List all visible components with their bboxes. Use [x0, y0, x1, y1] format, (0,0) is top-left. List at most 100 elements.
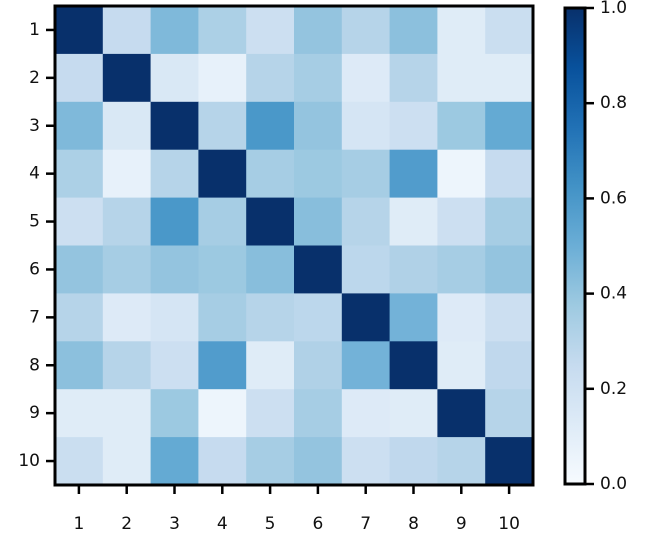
heatmap-cell [55, 293, 104, 342]
x-tick-label: 7 [360, 514, 371, 534]
heatmap-cell [55, 149, 104, 199]
heatmap-cell [55, 53, 104, 103]
heatmap-cell [246, 149, 295, 199]
heatmap-cell [485, 245, 534, 294]
heatmap-cell [55, 6, 104, 55]
heatmap-cell [485, 389, 534, 438]
heatmap-cell [437, 437, 486, 486]
y-tick-label: 4 [29, 164, 40, 184]
heatmap-cell [102, 389, 152, 438]
heatmap-cell [198, 197, 247, 246]
heatmap-cell [341, 6, 391, 55]
heatmap-cell [341, 437, 391, 486]
colorbar-tick-label: 0.4 [600, 284, 627, 304]
heatmap-cell [294, 101, 343, 151]
heatmap-cell [341, 245, 391, 294]
heatmap-cell [150, 389, 199, 438]
colorbar-tick-label: 0.8 [600, 93, 627, 113]
plot-frame [53, 4, 535, 487]
heatmap-cell [485, 293, 534, 342]
heatmap-cell [198, 149, 247, 199]
y-tick-label: 1 [29, 20, 40, 40]
heatmap-cell [198, 101, 247, 151]
heatmap-cell [102, 293, 152, 342]
heatmap-cell [485, 341, 534, 390]
heatmap-cell [198, 6, 247, 55]
heatmap-cell [389, 245, 438, 294]
colorbar-tick-label: 0.0 [600, 474, 627, 494]
heatmap-cell [437, 245, 486, 294]
heatmap-cell [341, 389, 391, 438]
x-tick-label: 2 [121, 514, 132, 534]
heatmap-cell [294, 293, 343, 342]
x-tick-label: 6 [312, 514, 323, 534]
heatmap-cell [485, 149, 534, 199]
heatmap-cell [150, 101, 199, 151]
heatmap-cell [485, 6, 534, 55]
heatmap-cell [341, 101, 391, 151]
y-tick-label: 10 [18, 451, 40, 471]
heatmap-cell [294, 245, 343, 294]
heatmap-cell [246, 437, 295, 486]
heatmap-cell [389, 53, 438, 103]
x-tick-label: 5 [265, 514, 276, 534]
heatmap-cell [150, 197, 199, 246]
heatmap-cell [437, 341, 486, 390]
heatmap-cell [485, 437, 534, 486]
heatmap-cell [389, 101, 438, 151]
colorbar-tick-label: 0.6 [600, 188, 627, 208]
y-tick-label: 5 [29, 212, 40, 232]
heatmap-cell [102, 149, 152, 199]
heatmap-cell [389, 149, 438, 199]
heatmap-cell [246, 101, 295, 151]
heatmap-cell [246, 6, 295, 55]
y-tick-label: 3 [29, 116, 40, 136]
heatmap-cell [198, 245, 247, 294]
x-tick-label: 8 [408, 514, 419, 534]
heatmap-cell [341, 341, 391, 390]
y-tick-label: 9 [29, 403, 40, 423]
colorbar [563, 6, 587, 486]
heatmap-cell [294, 437, 343, 486]
x-tick-label: 9 [456, 514, 467, 534]
y-tick-label: 7 [29, 307, 40, 327]
heatmap-cell [246, 341, 295, 390]
heatmap-cell [341, 197, 391, 246]
heatmap-cell [198, 389, 247, 438]
heatmap-cell [437, 149, 486, 199]
heatmap-cell [102, 197, 152, 246]
heatmap-cell [389, 197, 438, 246]
heatmap-cell [389, 389, 438, 438]
heatmap-cell [198, 437, 247, 486]
heatmap-cell [102, 437, 152, 486]
x-tick-label: 4 [217, 514, 228, 534]
heatmap-cell [437, 389, 486, 438]
heatmap-cell [246, 197, 295, 246]
heatmap-cell [150, 149, 199, 199]
heatmap-cell [55, 101, 104, 151]
heatmap-cell [294, 6, 343, 55]
heatmap-cell [437, 197, 486, 246]
heatmap-cell [150, 245, 199, 294]
colorbar-tick-label: 0.2 [600, 379, 627, 399]
heatmap-cell [341, 53, 391, 103]
heatmap-cell [246, 293, 295, 342]
heatmap-cell [294, 341, 343, 390]
heatmap-cell [102, 341, 152, 390]
heatmap-cell [389, 293, 438, 342]
heatmap-cell [485, 53, 534, 103]
heatmap-cell [198, 53, 247, 103]
heatmap-cell [102, 6, 152, 55]
heatmap-cell [55, 245, 104, 294]
heatmap-cell [437, 53, 486, 103]
heatmap-cell [294, 149, 343, 199]
heatmap-cell [55, 389, 104, 438]
heatmap-cell [294, 197, 343, 246]
heatmap-cell [150, 341, 199, 390]
heatmap-cell [485, 197, 534, 246]
heatmap-cell [246, 245, 295, 294]
heatmap-cell [437, 101, 486, 151]
heatmap-cell [246, 53, 295, 103]
heatmap-cell [246, 389, 295, 438]
